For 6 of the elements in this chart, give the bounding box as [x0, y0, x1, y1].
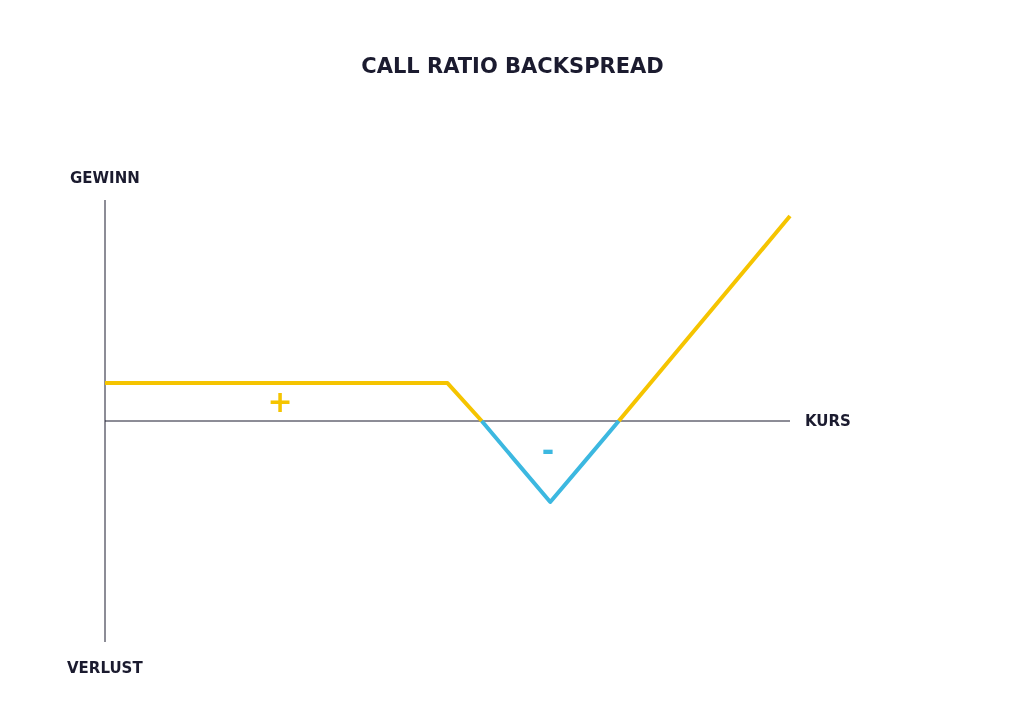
annotation: + [267, 384, 293, 419]
y-axis-title: GEWINN [70, 169, 140, 187]
x-axis-title: KURS [805, 412, 851, 430]
annotation: - [541, 433, 555, 468]
chart-title: CALL RATIO BACKSPREAD [361, 54, 664, 78]
text: VERLUST [67, 659, 144, 677]
